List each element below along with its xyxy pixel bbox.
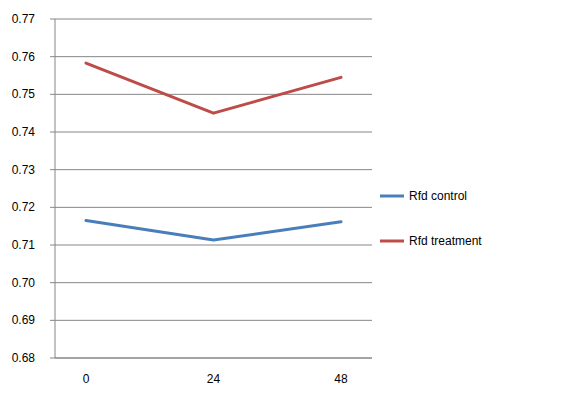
chart: 0.68 0.69 0.70 0.71 0.72 0.73 0.74 0.75 0.76 0.77… <box>0 0 570 419</box>
x-tick-label: 48 <box>334 372 348 386</box>
grid-line <box>55 358 372 359</box>
y-tick <box>50 245 55 246</box>
grid-line <box>55 207 372 208</box>
grid-line <box>55 56 372 57</box>
y-tick <box>50 94 55 95</box>
y-tick-label: 0.77 <box>12 12 36 26</box>
series-group <box>86 63 341 240</box>
y-tick <box>50 56 55 57</box>
grid-line <box>55 282 372 283</box>
grid-line <box>55 132 372 133</box>
y-tick <box>50 358 55 359</box>
x-tick-label: 24 <box>207 372 221 386</box>
grid-line <box>55 320 372 321</box>
grid-line <box>55 169 372 170</box>
y-axis <box>55 19 56 358</box>
y-tick-label: 0.69 <box>12 313 36 327</box>
legend-swatch <box>380 195 404 198</box>
y-tick <box>50 282 55 283</box>
y-tick-label: 0.72 <box>12 200 36 214</box>
y-tick <box>50 19 55 20</box>
grid-line <box>55 19 372 20</box>
y-tick-label: 0.70 <box>12 276 36 290</box>
y-tick <box>50 207 55 208</box>
x-axis <box>55 358 372 359</box>
x-tick-label: 0 <box>83 372 90 386</box>
grid <box>55 19 372 358</box>
y-tick-label: 0.68 <box>12 351 36 365</box>
grid-line <box>55 94 372 95</box>
legend-swatch <box>380 240 404 243</box>
y-tick <box>50 169 55 170</box>
legend-label: Rfd control <box>409 189 467 203</box>
y-tick-label: 0.71 <box>12 238 36 252</box>
series-line <box>86 63 341 113</box>
y-tick <box>50 320 55 321</box>
legend-label: Rfd treatment <box>409 234 482 248</box>
y-tick-label: 0.73 <box>12 163 36 177</box>
legend: Rfd control Rfd treatment <box>380 189 482 248</box>
y-tick-label: 0.76 <box>12 50 36 64</box>
y-tick <box>50 132 55 133</box>
grid-line <box>55 245 372 246</box>
y-tick-label: 0.74 <box>12 125 36 139</box>
y-tick-label: 0.75 <box>12 87 36 101</box>
series-line <box>86 221 341 241</box>
